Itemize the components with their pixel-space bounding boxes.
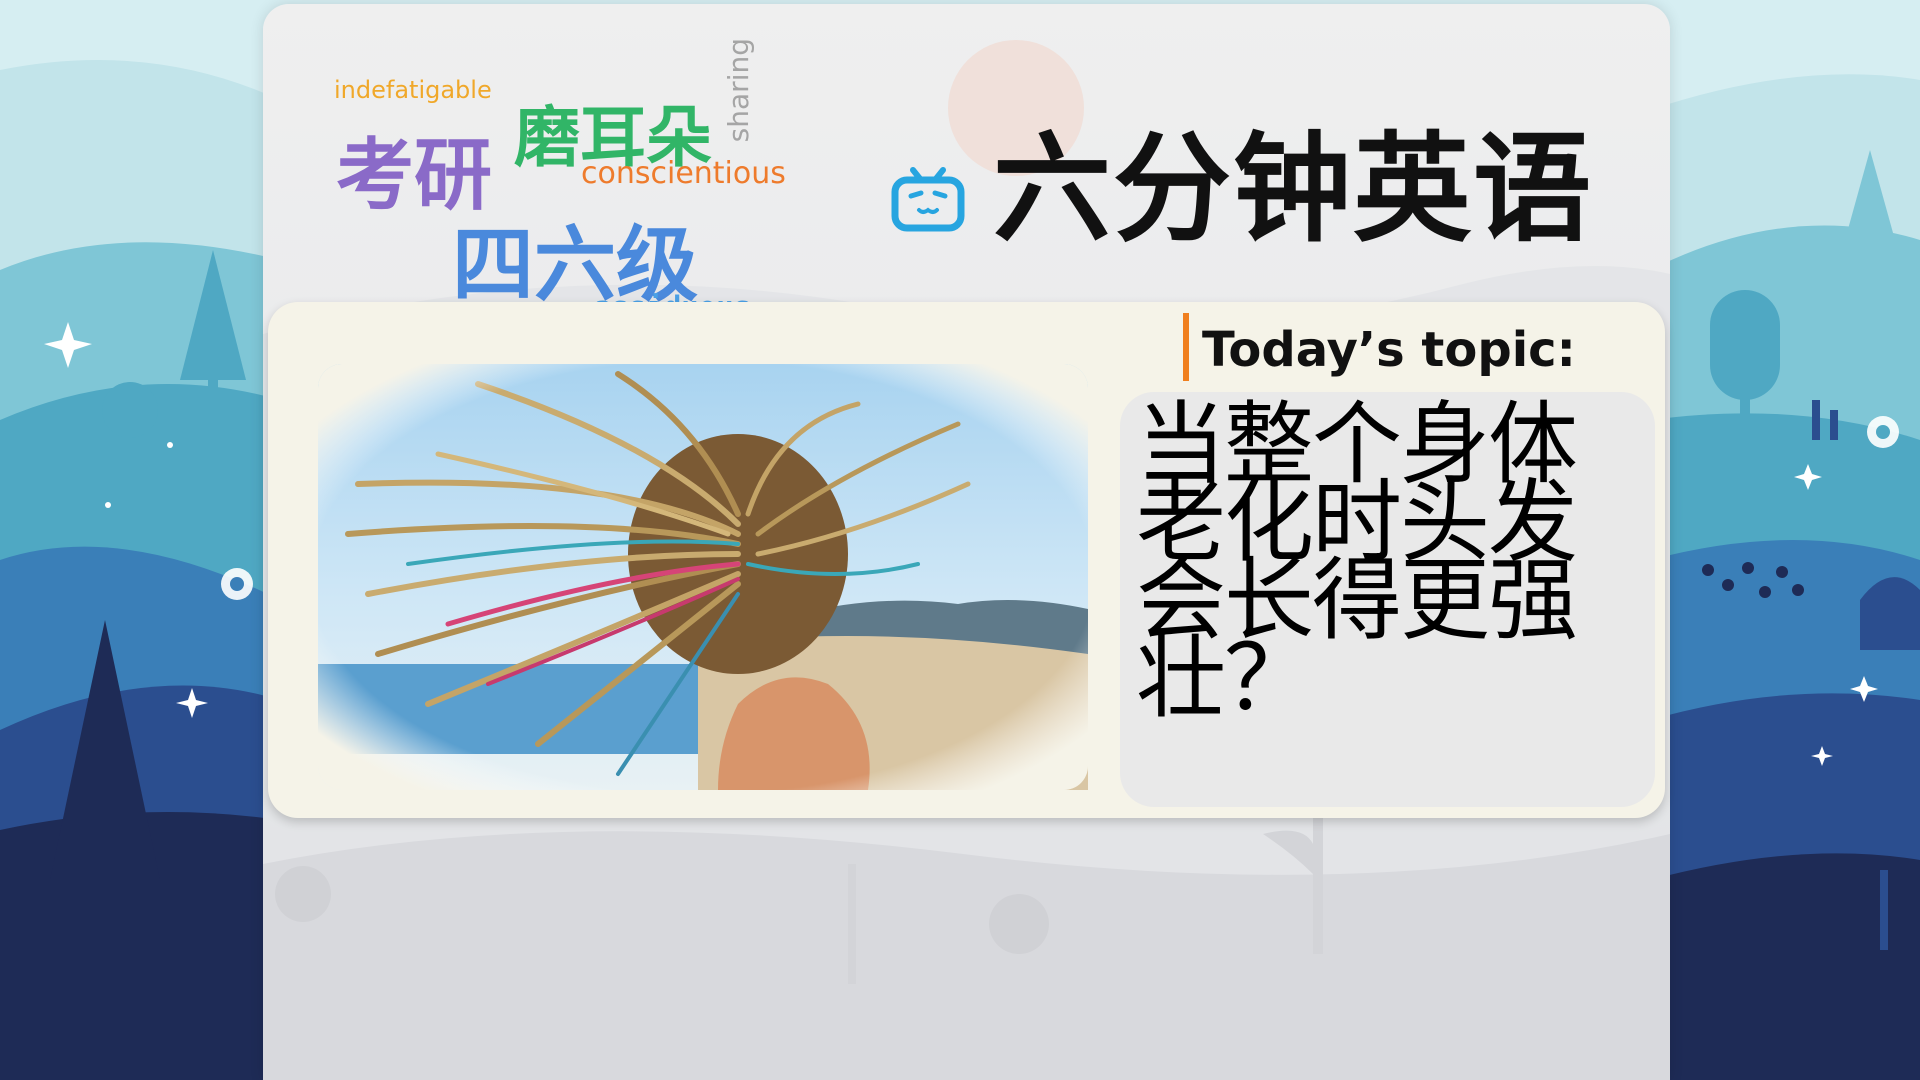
brand-title: 六分钟英语 (993, 120, 1594, 258)
wordcloud-word-siliuji: 四六级 (452, 218, 699, 313)
topic-question: 当整个身体老化时头发会长得更强壮？ (1136, 392, 1578, 731)
bilibili-tv-icon (891, 167, 965, 232)
wordcloud-word-conscientious: conscientious (581, 156, 786, 191)
hair-braids-photo (318, 364, 1088, 790)
topic-text-box (1120, 392, 1655, 807)
topic-accent-bar (1183, 313, 1189, 381)
wordcloud-word-kaoyan: 考研 (336, 131, 493, 221)
topic-label: Today’s topic: (1202, 322, 1576, 378)
wordcloud-word-moerduo: 磨耳朵 (514, 99, 712, 176)
wordcloud-word-sharing: sharing (722, 38, 755, 143)
wordcloud-word-indefatigable: indefatigable (334, 76, 492, 104)
